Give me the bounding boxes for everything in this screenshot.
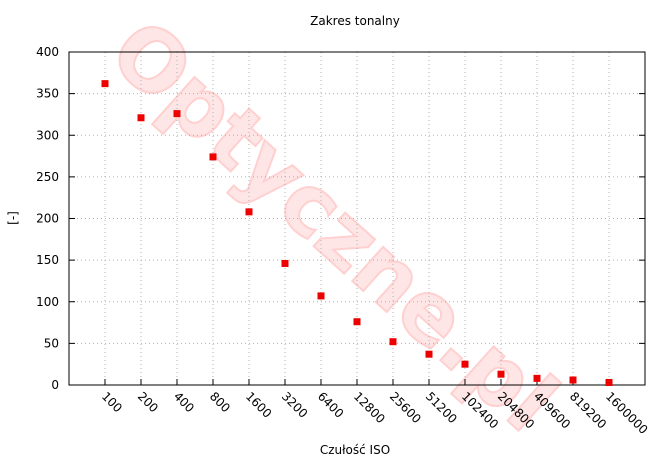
x-tick-label: 100 [99, 389, 125, 415]
point [461, 360, 469, 368]
plot-border [68, 51, 646, 386]
x-axis-label: Czułość ISO [320, 443, 390, 457]
x-tick-label: 800 [207, 389, 233, 415]
point [569, 376, 577, 384]
point [209, 153, 217, 161]
x-tick-label: 25600 [387, 389, 424, 426]
x-tick-label: 1600000 [603, 389, 651, 437]
x-tick-label: 12800 [351, 389, 388, 426]
point [101, 80, 109, 88]
y-tick-label: 150 [36, 253, 59, 267]
point [173, 110, 181, 118]
point [353, 318, 361, 326]
y-tick-label: 350 [36, 87, 59, 101]
x-tick-label: 3200 [279, 389, 310, 420]
x-tick-label: 6400 [315, 389, 346, 420]
y-tick-label: 300 [36, 128, 59, 142]
y-tick-label: 250 [36, 170, 59, 184]
point [533, 374, 541, 382]
point [389, 338, 397, 346]
y-tick-label: 0 [51, 378, 59, 392]
y-tick-label: 100 [36, 295, 59, 309]
x-tick-label: 400 [171, 389, 197, 415]
chart-title: Zakres tonalny [310, 14, 400, 28]
y-axis-label: [-] [6, 211, 20, 225]
point [425, 350, 433, 358]
point [605, 379, 613, 387]
y-tick-label: 400 [36, 45, 59, 59]
point [497, 370, 505, 378]
y-tick-label: 50 [44, 336, 59, 350]
point [137, 114, 145, 122]
watermark: Optyczne.pl [92, 1, 576, 450]
y-tick-label: 200 [36, 212, 59, 226]
point [317, 292, 325, 300]
point [245, 208, 253, 216]
x-tick-label: 819200 [567, 389, 609, 431]
x-tick-label: 1600 [243, 389, 274, 420]
point [281, 259, 289, 267]
x-tick-label: 200 [135, 389, 161, 415]
